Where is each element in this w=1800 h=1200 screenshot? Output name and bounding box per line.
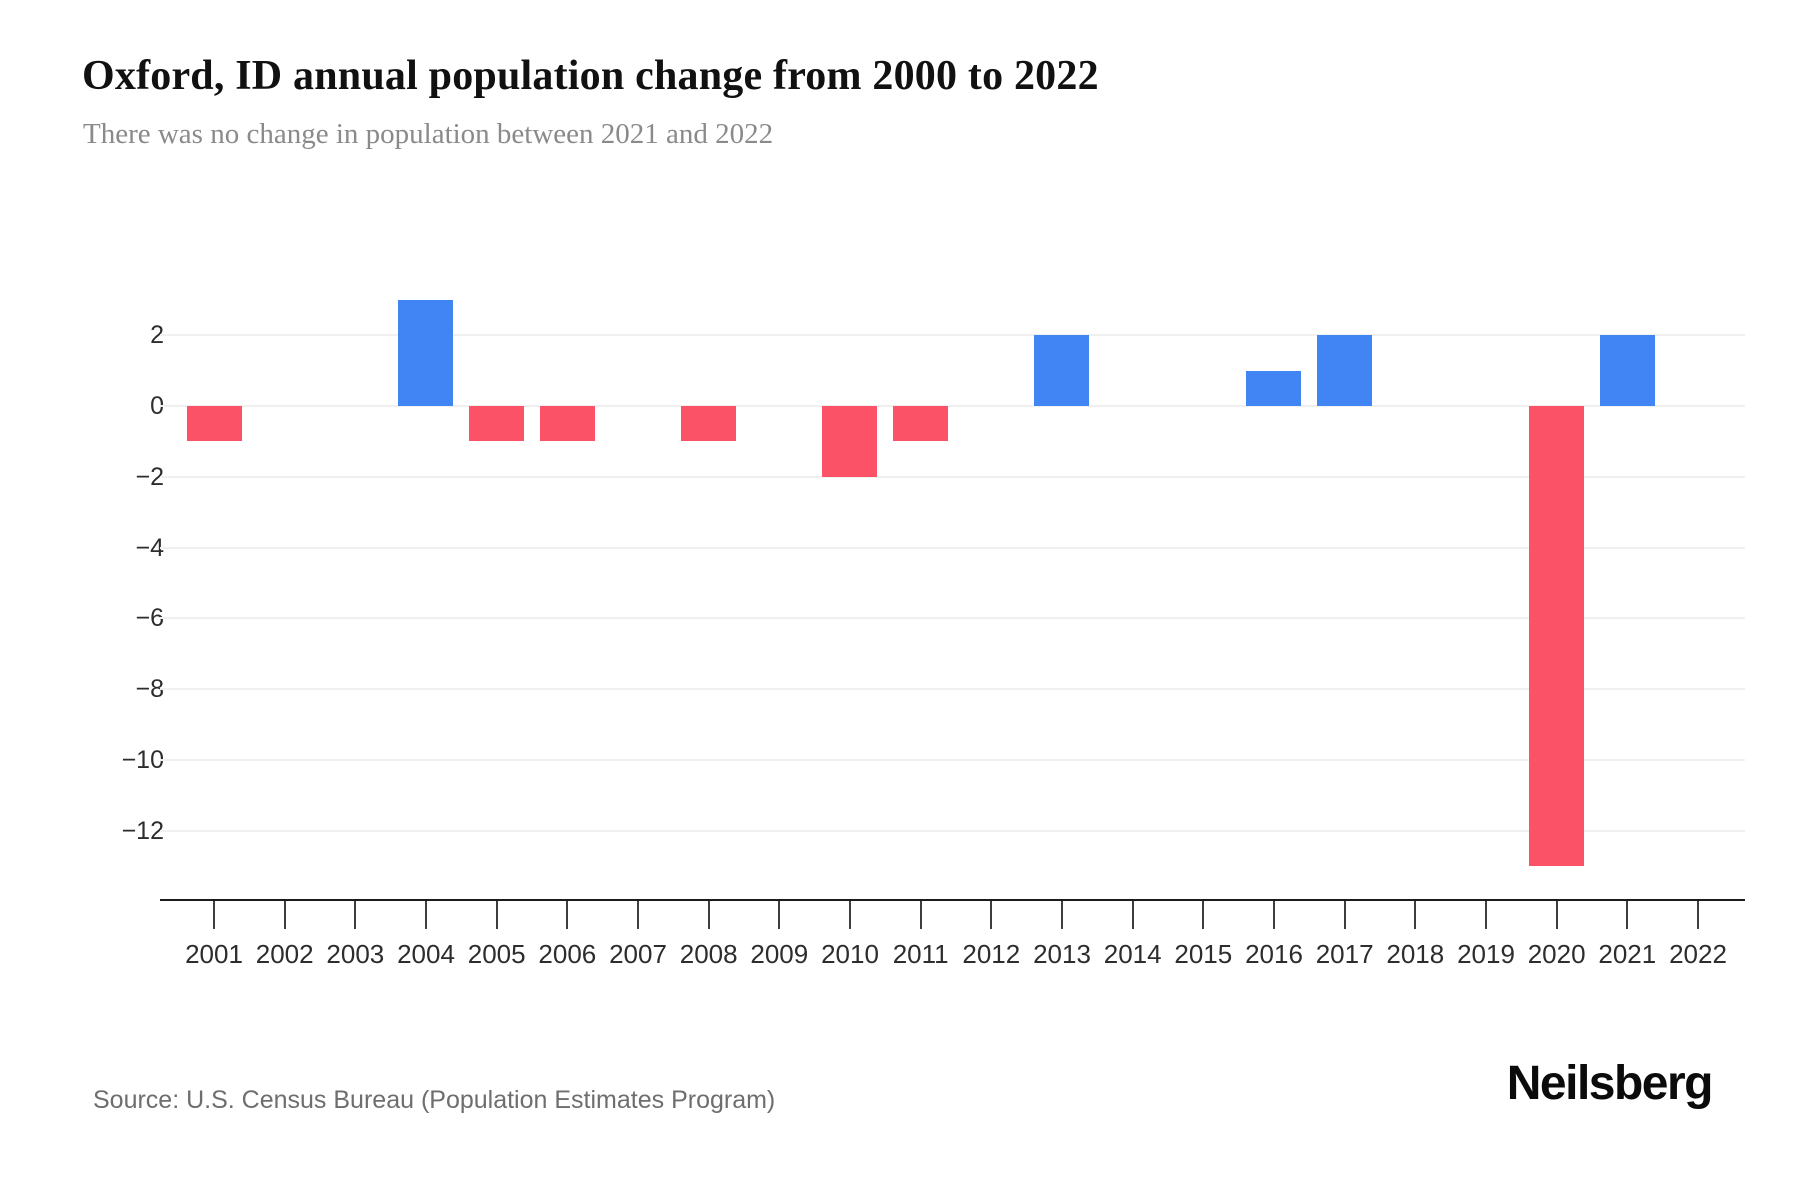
x-tick-label-2020: 2020 <box>1527 939 1586 969</box>
x-tick-label-2015: 2015 <box>1174 939 1233 969</box>
x-tick-label-2016: 2016 <box>1245 939 1303 969</box>
y-tick-label-0: 0 <box>150 392 164 420</box>
y-tick-label--4: −4 <box>135 533 164 562</box>
x-tick-label-2021: 2021 <box>1598 939 1657 969</box>
y-tick-label--6: −6 <box>135 604 164 633</box>
gridline-2 <box>160 334 1745 337</box>
x-tick-label-2006: 2006 <box>538 939 597 969</box>
x-tick-label-2003: 2003 <box>326 939 385 969</box>
x-tick-2013 <box>1060 901 1063 929</box>
x-tick-2007 <box>636 901 639 929</box>
x-tick-2001 <box>213 901 215 929</box>
chart-subtitle: There was no change in population betwee… <box>83 118 774 150</box>
y-tick-label--10: −10 <box>121 746 164 774</box>
x-tick-2010 <box>848 901 851 929</box>
bar-2017 <box>1317 335 1373 406</box>
gridline-0 <box>160 405 1745 407</box>
x-tick-2009 <box>778 901 781 929</box>
x-tick-label-2011: 2011 <box>892 939 949 969</box>
x-tick-label-2002: 2002 <box>255 939 314 969</box>
x-tick-2012 <box>990 901 993 929</box>
y-tick-label-2: 2 <box>150 321 164 350</box>
x-tick-label-2014: 2014 <box>1103 939 1162 969</box>
x-tick-label-2012: 2012 <box>962 939 1021 969</box>
x-tick-2020 <box>1555 901 1558 929</box>
bar-2005 <box>469 406 525 442</box>
x-tick-label-2008: 2008 <box>679 939 738 969</box>
x-tick-label-2010: 2010 <box>821 939 879 969</box>
gridline--8 <box>160 688 1745 691</box>
gridline--4 <box>160 546 1745 549</box>
x-tick-2011 <box>919 901 922 929</box>
gridline--6 <box>160 617 1745 620</box>
x-tick-label-2005: 2005 <box>467 939 526 969</box>
bar-2016 <box>1246 370 1302 406</box>
x-tick-2015 <box>1202 901 1205 929</box>
bar-2020 <box>1529 406 1585 867</box>
x-tick-label-2004: 2004 <box>397 939 455 969</box>
x-tick-2014 <box>1131 901 1134 929</box>
x-tick-label-2022: 2022 <box>1669 939 1727 969</box>
x-tick-label-2001: 2001 <box>185 939 243 969</box>
x-tick-2005 <box>495 901 498 929</box>
x-tick-2006 <box>566 901 569 929</box>
neilsberg-logo[interactable]: Neilsberg <box>1506 1057 1714 1110</box>
bar-2004 <box>398 299 454 406</box>
x-tick-label-2009: 2009 <box>750 939 809 969</box>
x-tick-2004 <box>424 901 427 929</box>
x-tick-label-2019: 2019 <box>1457 939 1515 969</box>
x-axis-line <box>160 899 1745 901</box>
gridline--12 <box>160 829 1745 832</box>
x-tick-label-2017: 2017 <box>1315 939 1374 969</box>
x-tick-label-2018: 2018 <box>1386 939 1445 969</box>
gridline--2 <box>160 475 1745 478</box>
bar-2010 <box>822 406 878 477</box>
bar-2006 <box>539 406 595 442</box>
x-tick-2022 <box>1696 901 1699 929</box>
x-tick-2008 <box>707 901 710 929</box>
bar-2008 <box>681 406 737 442</box>
bar-2001 <box>186 406 242 442</box>
x-tick-2019 <box>1484 901 1487 929</box>
y-tick-label--2: −2 <box>135 462 164 491</box>
plot-area: 2001 2002 2003 2004 2005 2006 2007 2008 2009 2010… <box>160 255 1745 969</box>
bar-2021 <box>1599 335 1655 406</box>
x-tick-label-2007: 2007 <box>609 939 667 969</box>
x-tick-2021 <box>1626 901 1629 929</box>
x-tick-2016 <box>1272 901 1275 929</box>
y-tick-label--8: −8 <box>135 675 164 704</box>
x-tick-2018 <box>1414 901 1417 929</box>
x-tick-2002 <box>283 901 286 929</box>
x-tick-2003 <box>354 901 357 929</box>
bar-2013 <box>1034 335 1090 406</box>
gridline--10 <box>160 759 1745 761</box>
bar-2011 <box>893 406 949 442</box>
source-note: Source: U.S. Census Bureau (Population E… <box>93 1086 776 1114</box>
x-tick-label-2013: 2013 <box>1033 939 1091 969</box>
y-tick-label--12: −12 <box>121 816 164 845</box>
chart-title: Oxford, ID annual population change from… <box>82 53 1099 99</box>
x-tick-2017 <box>1343 901 1346 929</box>
